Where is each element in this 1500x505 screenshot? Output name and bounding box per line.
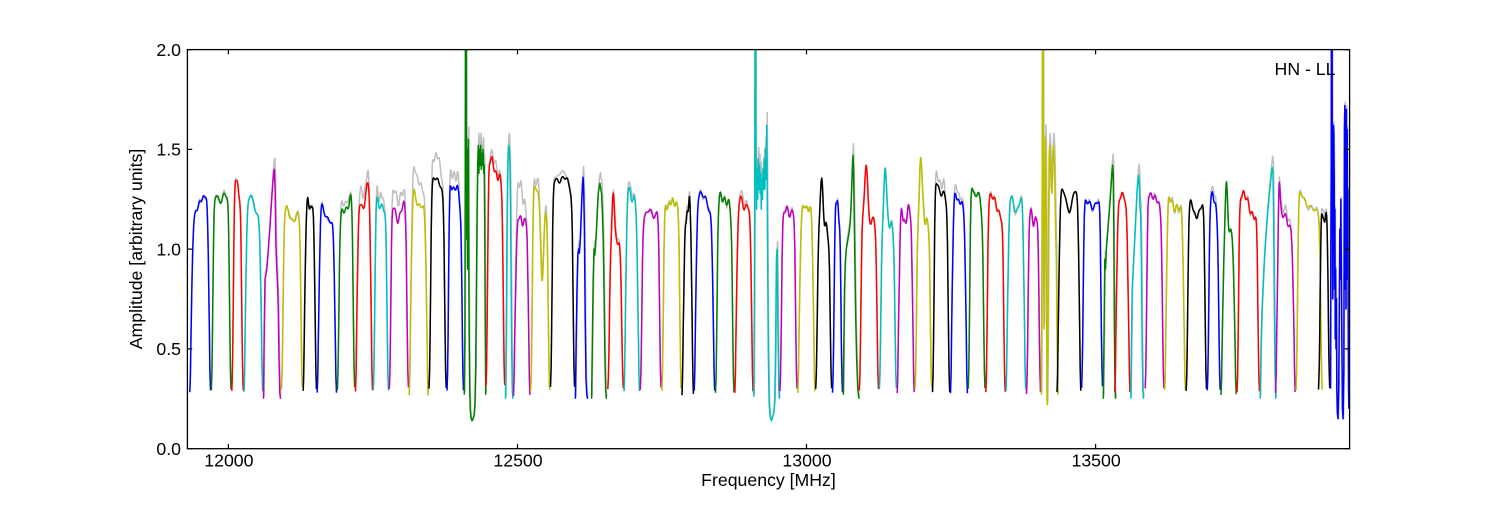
- svg-text:0.0: 0.0: [156, 439, 181, 459]
- svg-text:13000: 13000: [782, 451, 831, 471]
- svg-text:HN - LL: HN - LL: [1275, 59, 1336, 79]
- svg-text:Amplitude [arbitrary units]: Amplitude [arbitrary units]: [126, 149, 146, 350]
- svg-text:2.0: 2.0: [156, 40, 181, 60]
- svg-text:12000: 12000: [204, 451, 253, 471]
- svg-text:0.5: 0.5: [156, 339, 181, 359]
- svg-text:1.5: 1.5: [156, 140, 181, 160]
- svg-text:12500: 12500: [493, 451, 542, 471]
- svg-text:13500: 13500: [1072, 451, 1121, 471]
- svg-text:Frequency [MHz]: Frequency [MHz]: [701, 470, 836, 490]
- svg-text:1.0: 1.0: [156, 239, 181, 259]
